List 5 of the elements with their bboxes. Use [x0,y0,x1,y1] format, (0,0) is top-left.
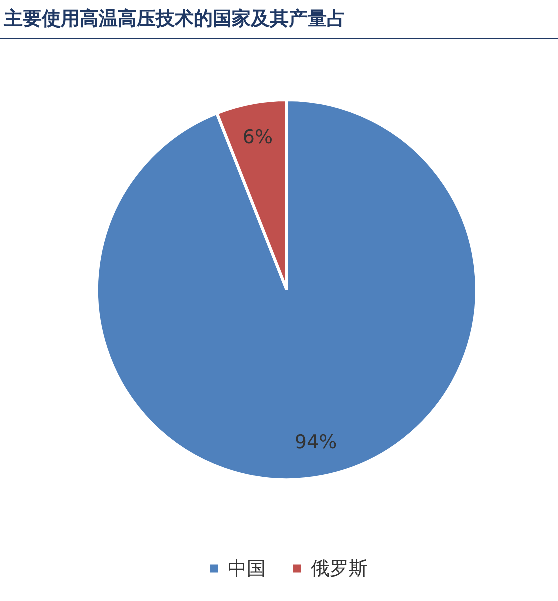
legend-label: 中国 [228,558,266,580]
data-label: 94% [294,431,338,454]
data-label: 6% [242,126,274,149]
chart-title: 主要使用高温高压技术的国家及其产量占 [0,0,558,39]
legend-label: 俄罗斯 [311,558,368,580]
